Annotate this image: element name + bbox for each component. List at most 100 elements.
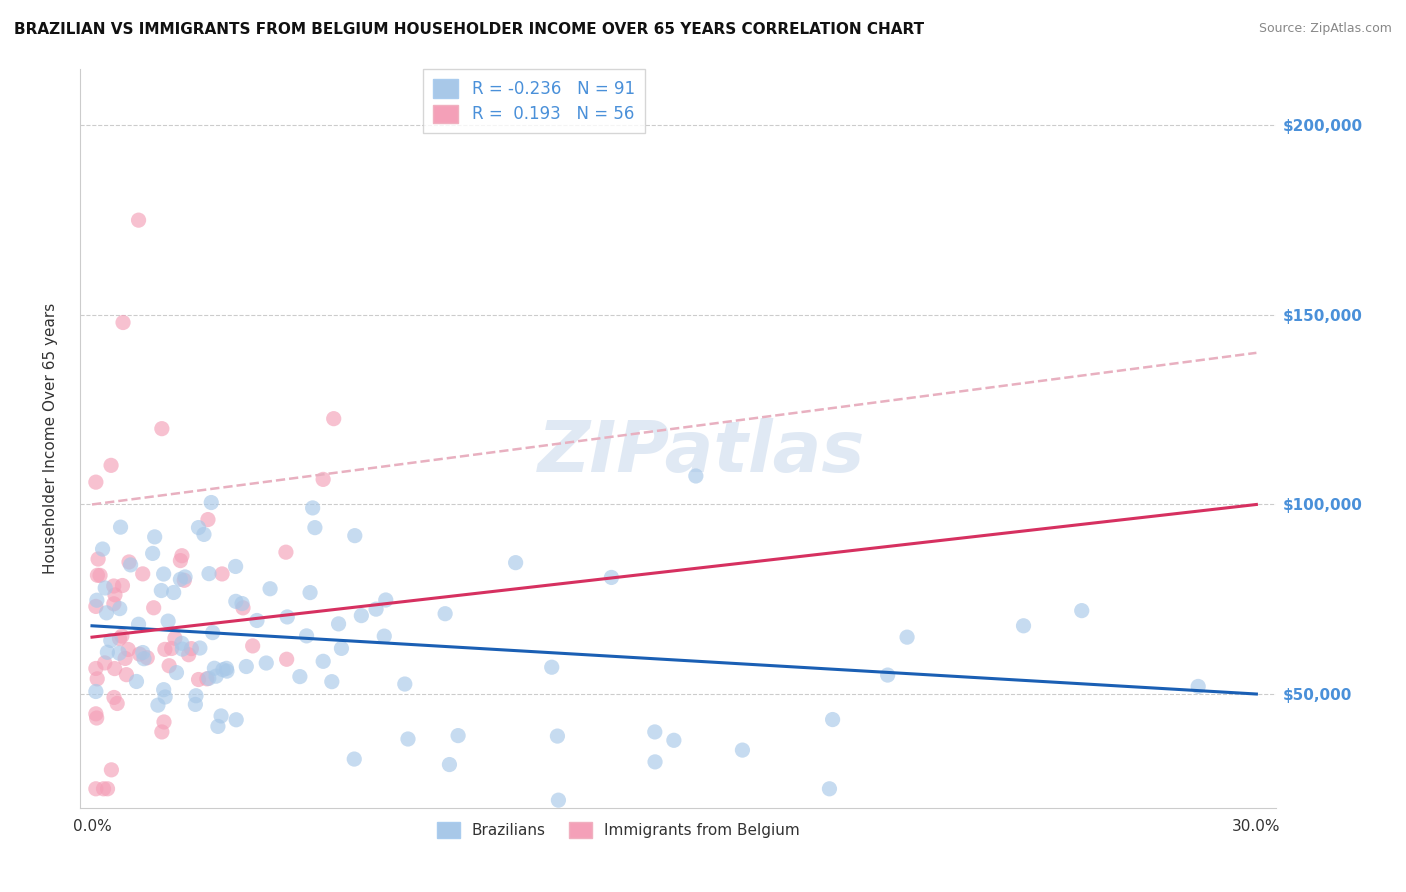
Point (163, 632, 186, 646)
Point (96, 606, 118, 620)
Point (644, 725, 666, 739)
Point (212, 663, 235, 677)
Point (108, 632, 131, 646)
Point (169, 553, 191, 567)
Point (235, 659, 257, 673)
Point (86, 593, 108, 607)
Point (685, 469, 707, 483)
Point (396, 731, 419, 746)
Point (350, 608, 373, 623)
Point (118, 555, 141, 569)
Point (232, 600, 254, 615)
Point (94, 656, 117, 670)
Point (201, 625, 224, 640)
Point (132, 651, 155, 665)
Point (1012, 619, 1035, 633)
Point (254, 656, 277, 670)
Point (876, 668, 898, 682)
Point (117, 642, 139, 657)
Point (93, 781, 115, 796)
Point (153, 642, 176, 657)
Point (184, 698, 207, 712)
Point (373, 629, 395, 643)
Point (108, 601, 131, 615)
Text: BRAZILIAN VS IMMIGRANTS FROM BELGIUM HOUSEHOLDER INCOME OVER 65 YEARS CORRELATIO: BRAZILIAN VS IMMIGRANTS FROM BELGIUM HOU… (14, 22, 924, 37)
Point (136, 650, 159, 665)
Point (188, 640, 211, 655)
Point (84, 684, 107, 698)
Point (215, 664, 238, 678)
Point (172, 642, 194, 657)
Point (169, 572, 191, 586)
Point (547, 793, 569, 807)
Point (108, 646, 131, 660)
Point (100, 633, 122, 648)
Point (205, 669, 228, 683)
Point (128, 617, 150, 632)
Point (215, 661, 238, 675)
Point (125, 674, 148, 689)
Point (170, 636, 193, 650)
Point (173, 574, 195, 588)
Point (180, 641, 202, 656)
Point (128, 213, 150, 227)
Point (246, 614, 269, 628)
Point (157, 658, 180, 673)
Text: Source: ZipAtlas.com: Source: ZipAtlas.com (1258, 22, 1392, 36)
Point (152, 567, 174, 582)
Point (374, 593, 396, 607)
Point (142, 546, 165, 560)
Point (184, 689, 207, 703)
Point (600, 570, 623, 584)
Point (505, 556, 527, 570)
Point (662, 733, 685, 747)
Point (322, 411, 344, 425)
Point (177, 648, 200, 662)
Point (330, 641, 353, 656)
Point (128, 647, 150, 661)
Point (166, 665, 188, 680)
Point (312, 654, 335, 668)
Point (439, 757, 461, 772)
Point (187, 673, 209, 687)
Point (896, 630, 918, 644)
Point (115, 667, 138, 681)
Point (242, 639, 264, 653)
Point (546, 729, 568, 743)
Point (209, 709, 232, 723)
Point (731, 743, 754, 757)
Point (231, 597, 253, 611)
Point (328, 616, 350, 631)
Point (84, 781, 107, 796)
Point (110, 520, 132, 534)
Point (434, 607, 457, 621)
Point (157, 614, 180, 628)
Point (105, 697, 128, 711)
Point (207, 719, 229, 733)
Point (96, 781, 118, 796)
Point (132, 646, 155, 660)
Point (540, 660, 562, 674)
Point (84, 661, 107, 675)
Point (146, 698, 169, 713)
Point (103, 690, 125, 705)
Point (343, 529, 366, 543)
Point (84, 599, 107, 614)
Point (304, 521, 326, 535)
Point (104, 588, 127, 602)
Point (202, 661, 225, 675)
Point (152, 682, 174, 697)
Point (84, 706, 107, 721)
Point (89, 568, 111, 582)
Point (103, 597, 125, 611)
Point (104, 662, 127, 676)
Point (1070, 604, 1092, 618)
Point (1187, 680, 1209, 694)
Point (276, 610, 298, 624)
Point (288, 670, 311, 684)
Point (295, 629, 318, 643)
Point (114, 651, 136, 665)
Point (321, 674, 343, 689)
Point (259, 582, 281, 596)
Point (193, 527, 215, 541)
